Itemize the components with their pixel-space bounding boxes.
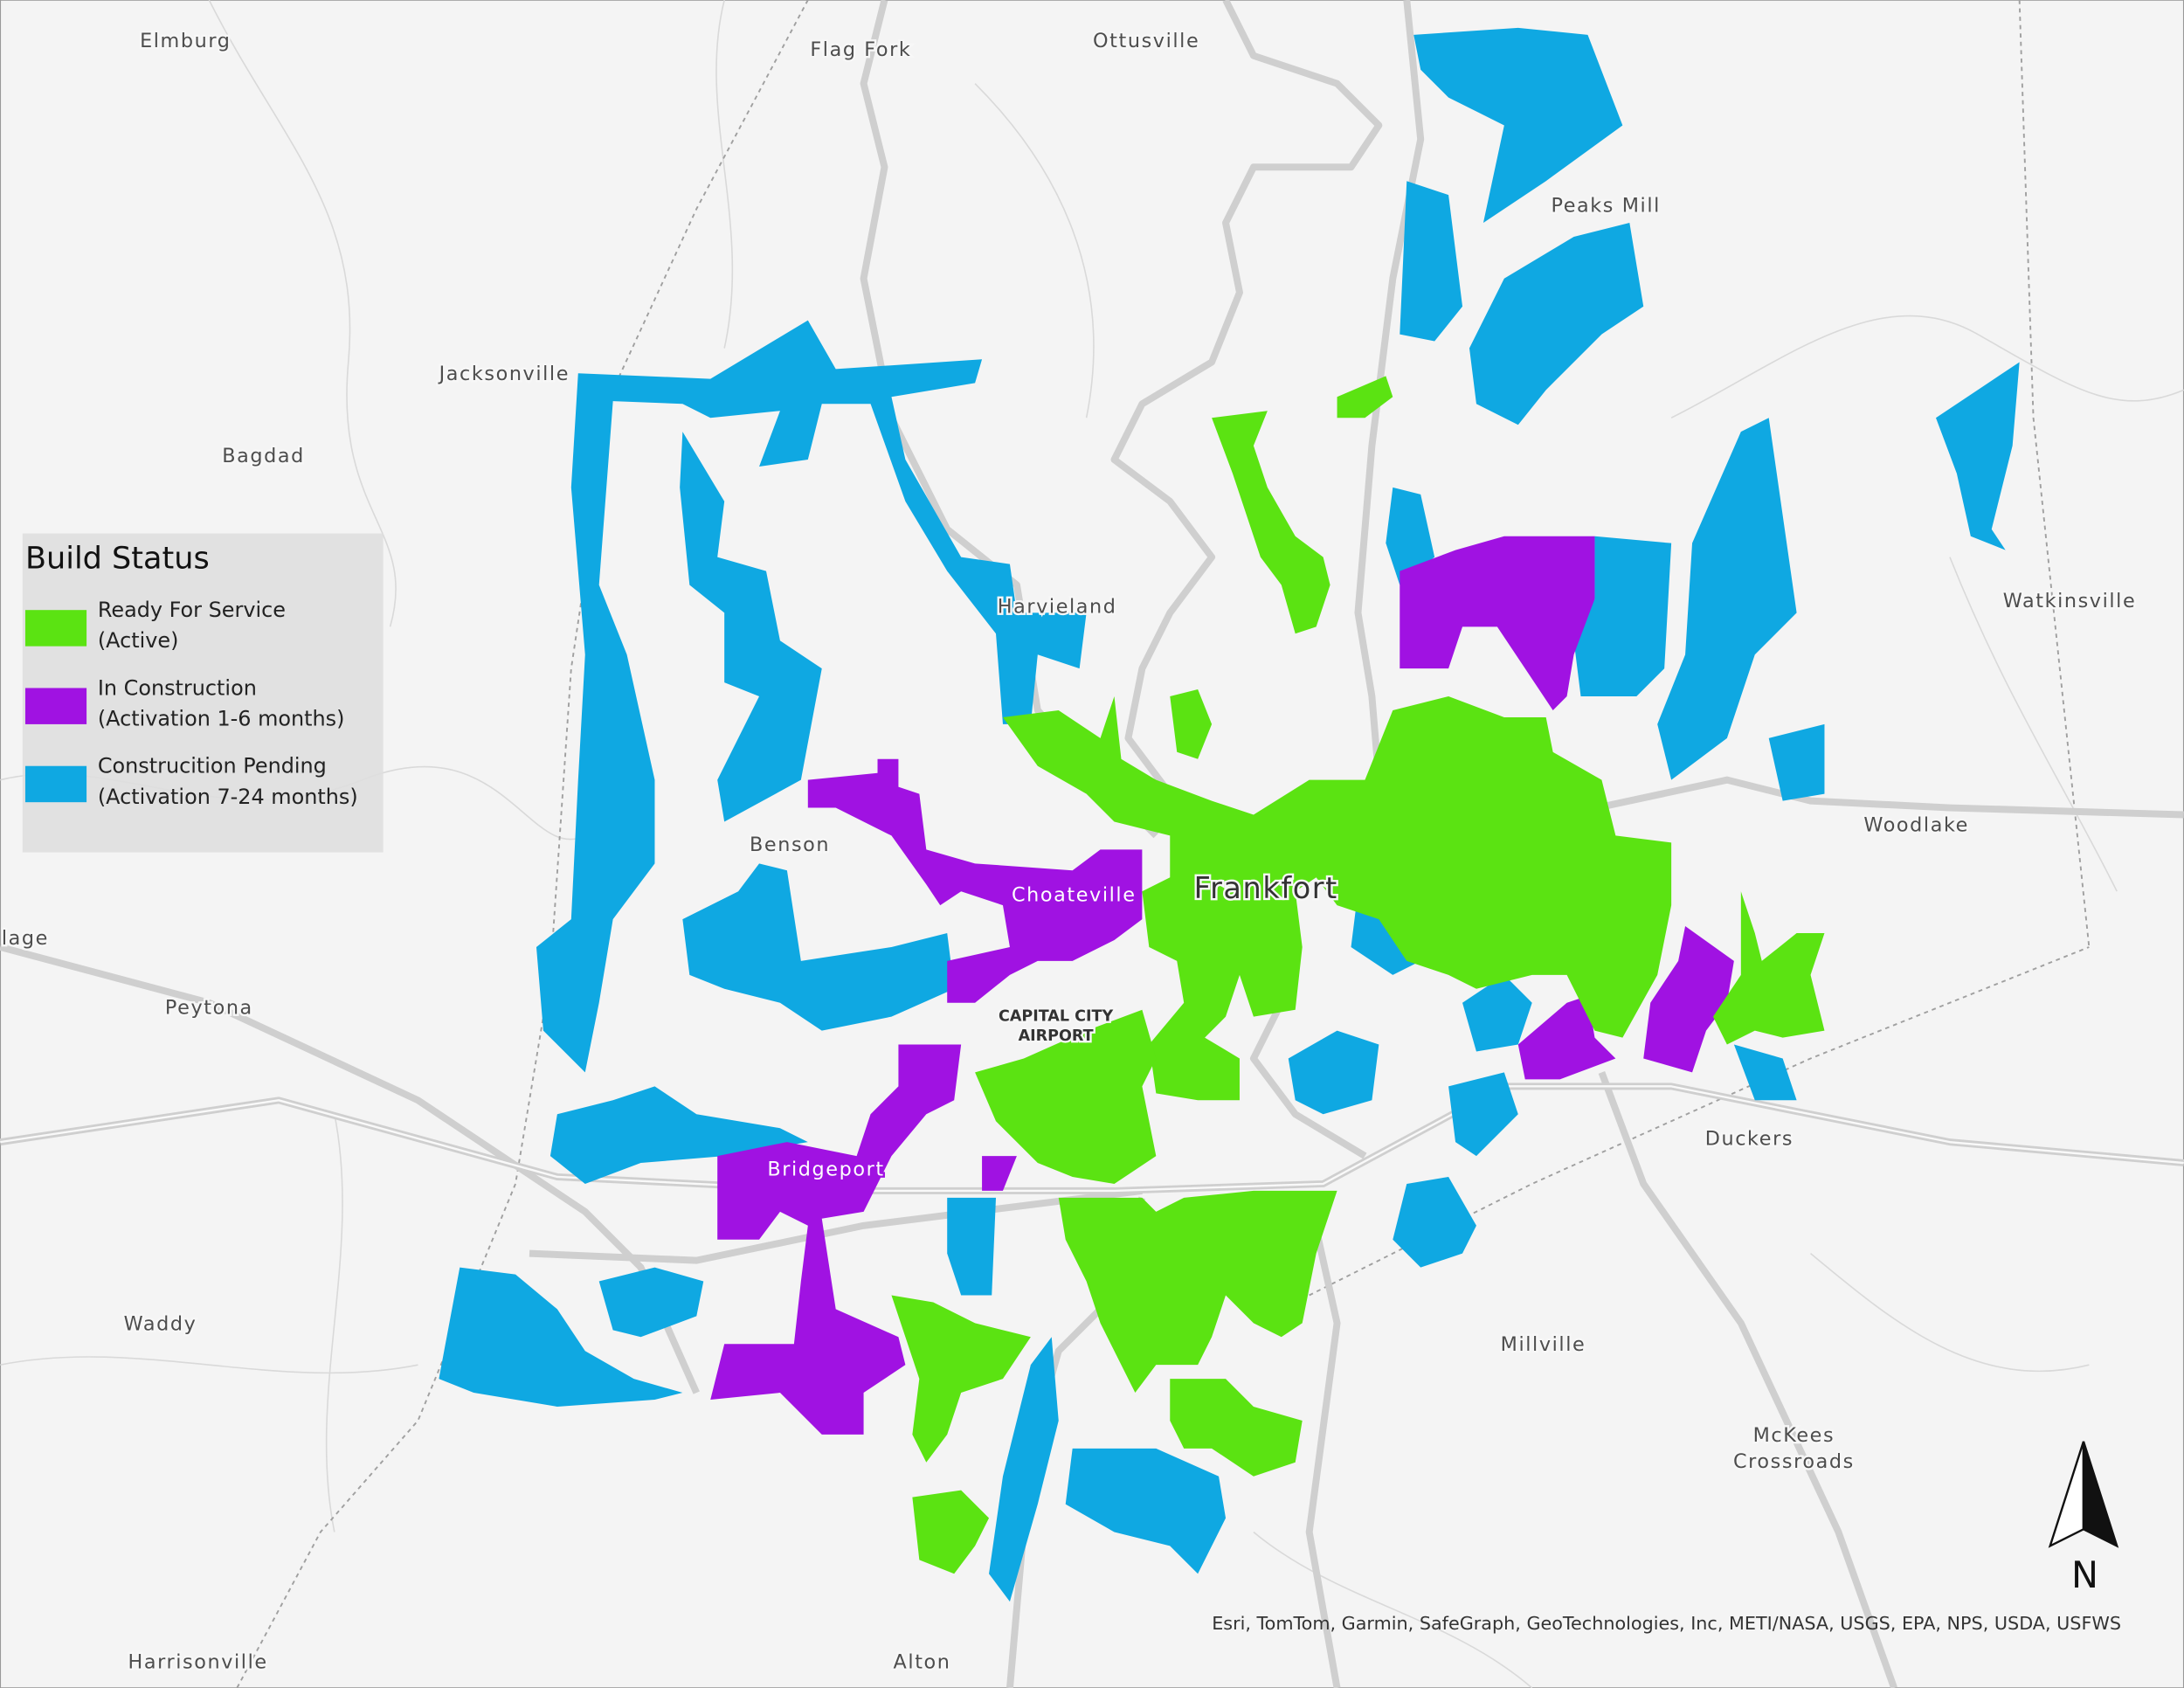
service-area [1936, 362, 2020, 550]
legend-swatch [24, 765, 87, 803]
service-area [1170, 689, 1213, 759]
place-label: Benson [750, 834, 830, 856]
service-area [598, 1267, 704, 1338]
place-label: Choateville [1012, 883, 1137, 906]
legend-swatch [24, 610, 87, 647]
service-area [682, 863, 955, 1031]
service-area [1712, 891, 1825, 1045]
place-label: Woodlake [1863, 814, 1969, 837]
service-area [1469, 223, 1644, 425]
service-area [1337, 376, 1393, 419]
service-area [1288, 1030, 1379, 1115]
place-label: Crossroads [1733, 1450, 1855, 1473]
service-area [710, 1044, 962, 1435]
service-area [975, 1009, 1157, 1184]
service-area [1212, 411, 1330, 634]
north-arrow: N [2048, 1441, 2119, 1596]
legend-swatch [24, 688, 87, 724]
construction-areas [710, 536, 1734, 1435]
place-label: Elmburg [140, 30, 231, 52]
service-area [680, 432, 822, 822]
service-area [549, 1086, 808, 1184]
north-label: N [2071, 1554, 2098, 1596]
service-area [1400, 181, 1463, 342]
service-area [1657, 418, 1797, 780]
service-area [989, 1337, 1059, 1602]
city-label: Frankfort [1194, 871, 1338, 905]
service-area [1058, 1190, 1337, 1394]
place-label: Ottusville [1093, 30, 1199, 52]
place-label: Waddy [124, 1312, 197, 1335]
legend-label: In Construction [98, 675, 257, 700]
service-area [1643, 926, 1734, 1073]
service-area [1170, 1379, 1303, 1477]
place-label: Bagdad [222, 445, 305, 467]
service-area [1002, 696, 1672, 1101]
place-label: Millville [1501, 1333, 1586, 1356]
service-area [1393, 1176, 1476, 1268]
service-area [912, 1490, 990, 1574]
active-areas [891, 376, 1825, 1574]
place-label: Harrisonville [128, 1651, 268, 1674]
place-label: Alton [894, 1651, 951, 1674]
legend-sublabel: (Activation 7-24 months) [98, 785, 358, 809]
place-label: McKees [1753, 1424, 1835, 1447]
legend-sublabel: (Active) [98, 628, 179, 653]
place-label: CAPITAL CITY [999, 1007, 1113, 1025]
place-label: Harvieland [998, 595, 1117, 618]
legend-label: Ready For Service [98, 598, 286, 622]
place-label: Watkinsville [2003, 590, 2137, 612]
service-area [947, 1197, 997, 1296]
service-area [536, 320, 1087, 1073]
service-area [982, 1156, 1017, 1191]
service-area [439, 1267, 683, 1407]
place-label: Peaks Mill [1551, 194, 1660, 217]
service-area [1768, 723, 1825, 801]
service-area [1448, 1072, 1518, 1157]
legend-title: Build Status [25, 540, 210, 576]
place-label: Jacksonville [438, 363, 570, 385]
legend: Build Status Ready For Service (Active) … [22, 533, 384, 853]
place-label: lage [2, 927, 49, 950]
place-labels: Elmburg Flag Fork Ottusville Peaks Mill … [0, 28, 2137, 1676]
place-label: AIRPORT [1019, 1027, 1094, 1045]
service-area [1573, 536, 1672, 697]
service-area [807, 758, 1143, 1003]
service-area [1386, 487, 1435, 585]
place-label: Duckers [1705, 1127, 1794, 1150]
legend-label: Construcition Pending [98, 754, 327, 778]
legend-sublabel: (Activation 1-6 months) [98, 707, 345, 731]
service-area [1065, 1448, 1227, 1574]
service-area [891, 1295, 1031, 1463]
boundaries [236, 0, 2091, 1688]
service-area [1400, 536, 1595, 710]
service-area [1462, 974, 1532, 1052]
place-label: Bridgeport [767, 1158, 884, 1180]
attribution: Esri, TomTom, Garmin, SafeGraph, GeoTech… [1212, 1613, 2121, 1634]
service-areas [439, 27, 2020, 1602]
service-area [1413, 27, 1623, 224]
place-label: Flag Fork [810, 38, 911, 61]
place-label: Peytona [165, 996, 253, 1019]
